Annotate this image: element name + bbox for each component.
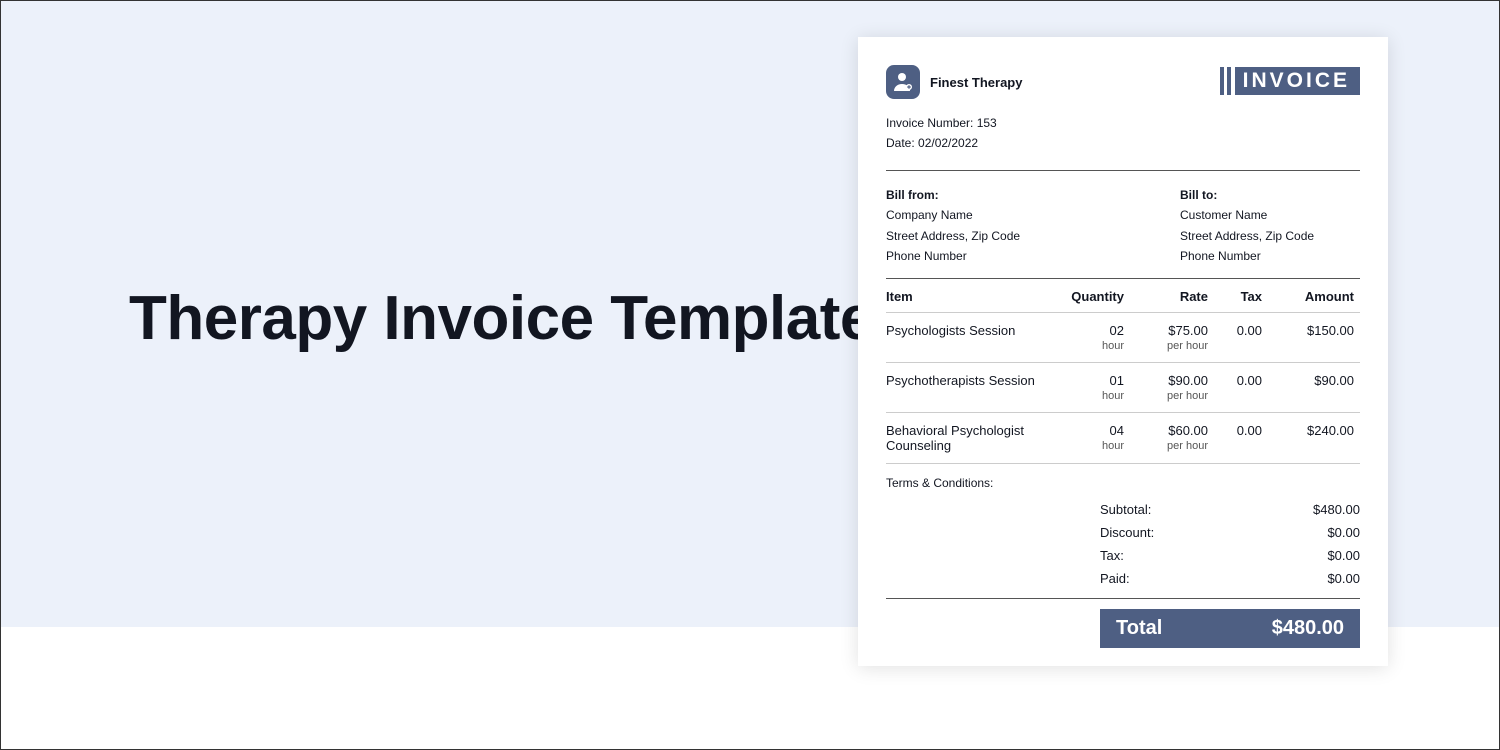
discount-label: Discount: (1100, 525, 1154, 540)
terms-label: Terms & Conditions: (886, 464, 1360, 498)
subtotal-value: $480.00 (1313, 502, 1360, 517)
subtotal-label: Subtotal: (1100, 502, 1151, 517)
bill-to-phone: Phone Number (1180, 246, 1360, 266)
cell-item: Psychotherapists Session (886, 373, 1046, 388)
summary-row: Paid: $0.00 (1100, 567, 1360, 590)
cell-tax: 0.00 (1214, 423, 1262, 438)
invoice-number: Invoice Number: 153 (886, 113, 1022, 133)
paid-label: Paid: (1100, 571, 1130, 586)
total-box: Total $480.00 (1100, 609, 1360, 648)
bill-to-label: Bill to: (1180, 185, 1360, 205)
cell-tax: 0.00 (1214, 323, 1262, 338)
total-label: Total (1116, 617, 1162, 640)
discount-value: $0.00 (1327, 525, 1360, 540)
cell-item: Behavioral Psychologist Counseling (886, 423, 1046, 453)
col-tax: Tax (1214, 289, 1262, 304)
bill-from-company: Company Name (886, 205, 1066, 225)
summary-row: Discount: $0.00 (1100, 521, 1360, 544)
invoice-badge: INVOICE (1220, 67, 1360, 95)
therapist-icon (886, 65, 920, 99)
invoice-meta: Invoice Number: 153 Date: 02/02/2022 (886, 113, 1022, 154)
bill-from-phone: Phone Number (886, 246, 1066, 266)
total-value: $480.00 (1272, 617, 1344, 640)
invoice-date: Date: 02/02/2022 (886, 133, 1022, 153)
brand-name: Finest Therapy (930, 75, 1022, 90)
bill-from-address: Street Address, Zip Code (886, 226, 1066, 246)
table-row: Psychotherapists Session 01hour $90.00pe… (886, 363, 1360, 413)
brand-block: Finest Therapy Invoice Number: 153 Date:… (886, 65, 1022, 154)
invoice-badge-label: INVOICE (1235, 67, 1360, 95)
invoice-header: Finest Therapy Invoice Number: 153 Date:… (886, 65, 1360, 154)
cell-tax: 0.00 (1214, 373, 1262, 388)
col-quantity: Quantity (1052, 289, 1124, 304)
table-header: Item Quantity Rate Tax Amount (886, 279, 1360, 313)
cell-rate: $90.00per hour (1130, 373, 1208, 402)
page-title: Therapy Invoice Template (129, 276, 874, 363)
col-item: Item (886, 289, 1046, 304)
bill-from: Bill from: Company Name Street Address, … (886, 185, 1066, 267)
table-row: Psychologists Session 02hour $75.00per h… (886, 313, 1360, 363)
cell-qty: 01hour (1052, 373, 1124, 402)
col-amount: Amount (1268, 289, 1354, 304)
badge-bars (1220, 67, 1231, 95)
paid-value: $0.00 (1327, 571, 1360, 586)
cell-qty: 04hour (1052, 423, 1124, 452)
cell-amount: $240.00 (1268, 423, 1354, 438)
tax-value: $0.00 (1327, 548, 1360, 563)
brand-row: Finest Therapy (886, 65, 1022, 99)
bill-to-customer: Customer Name (1180, 205, 1360, 225)
bill-to-address: Street Address, Zip Code (1180, 226, 1360, 246)
table-row: Behavioral Psychologist Counseling 04hou… (886, 413, 1360, 464)
cell-amount: $150.00 (1268, 323, 1354, 338)
cell-item: Psychologists Session (886, 323, 1046, 338)
bill-to: Bill to: Customer Name Street Address, Z… (1180, 185, 1360, 267)
bill-section: Bill from: Company Name Street Address, … (886, 171, 1360, 279)
invoice-card: Finest Therapy Invoice Number: 153 Date:… (858, 37, 1388, 666)
cell-rate: $75.00per hour (1130, 323, 1208, 352)
tax-label: Tax: (1100, 548, 1124, 563)
summary-row: Tax: $0.00 (1100, 544, 1360, 567)
divider (886, 598, 1360, 599)
summary-block: Subtotal: $480.00 Discount: $0.00 Tax: $0.0… (1100, 498, 1360, 590)
cell-rate: $60.00per hour (1130, 423, 1208, 452)
cell-qty: 02hour (1052, 323, 1124, 352)
col-rate: Rate (1130, 289, 1208, 304)
bill-from-label: Bill from: (886, 185, 1066, 205)
summary-row: Subtotal: $480.00 (1100, 498, 1360, 521)
cell-amount: $90.00 (1268, 373, 1354, 388)
